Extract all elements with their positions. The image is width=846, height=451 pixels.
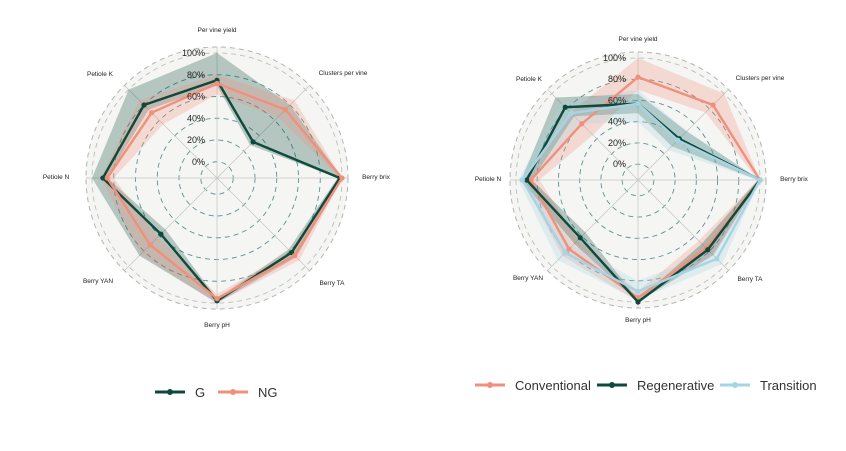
point-regenerative-berry-ta (705, 247, 711, 253)
radial-tick-100: 100% (603, 53, 626, 63)
legend-label-g: G (195, 385, 205, 400)
radial-tick-60: 60% (608, 95, 626, 105)
axis-label-petiole-k: Petiole K (516, 76, 543, 83)
band-conventional (522, 58, 760, 302)
radial-tick-80: 80% (187, 70, 205, 80)
point-ng-per-vine-yield (214, 80, 220, 87)
axis-label-berry-ph: Berry pH (204, 322, 230, 329)
point-conventional-clusters-per-vine (710, 102, 716, 108)
point-transition-per-vine-yield (635, 101, 641, 107)
axis-label-petiole-n: Petiole N (475, 176, 502, 183)
radial-tick-0: 0% (613, 159, 626, 169)
point-transition-clusters-per-vine (675, 137, 681, 143)
legend-label-conventional: Conventional (515, 378, 591, 393)
point-g-berry-yan (158, 231, 164, 237)
legend-1: G NG (155, 385, 278, 400)
legend-label-transition: Transition (760, 378, 817, 393)
point-ng-berry-ta (292, 253, 298, 259)
point-regenerative-berry-yan (577, 235, 583, 241)
axis-label-berry-yan: Berry YAN (513, 275, 543, 282)
legend-marker-g (167, 389, 173, 395)
axis-label-clusters-per-vine: Clusters per vine (736, 75, 785, 82)
band-ng (100, 74, 342, 303)
point-transition-petiole-k (568, 110, 574, 116)
point-conventional-per-vine-yield (635, 74, 641, 80)
spoke-berry-yan (547, 179, 639, 271)
radial-tick-80: 80% (608, 74, 626, 84)
axis-label-clusters-per-vine: Clusters per vine (319, 70, 368, 77)
axis-label-per-vine-yield: Per vine yield (197, 27, 236, 34)
point-transition-berry-yan (562, 250, 568, 256)
axis-label-berry-ta: Berry TA (737, 276, 763, 283)
radial-tick-100: 100% (182, 48, 205, 58)
spoke-clusters-per-vine (216, 85, 310, 179)
radial-tick-20: 20% (187, 135, 205, 145)
axis-label-berry-brix: Berry brix (780, 176, 809, 183)
axis-label-berry-brix: Berry brix (362, 174, 391, 181)
point-transition-berry-ph (635, 288, 641, 294)
radial-tick-20: 20% (608, 138, 626, 148)
point-ng-petiole-k (149, 110, 155, 116)
point-ng-clusters-per-vine (282, 107, 288, 113)
axis-label-berry-ph: Berry pH (625, 317, 651, 324)
spoke-petiole-k (124, 85, 218, 179)
legend-label-ng: NG (258, 385, 278, 400)
legend-2: Conventional Regenerative Transition (475, 378, 817, 393)
point-conventional-petiole-n (528, 177, 534, 183)
radar-chart-1: 0% 20% 40% 60% 80% 100% Per vine yield Clusters… (43, 27, 391, 400)
axis-label-berry-yan: Berry YAN (83, 278, 113, 285)
point-g-clusters-per-vine (250, 139, 256, 145)
radial-tick-0: 0% (192, 157, 205, 167)
radial-tick-40: 40% (608, 117, 626, 127)
spoke-berry-ta (637, 179, 729, 271)
legend-marker-transition (732, 382, 738, 388)
legend-marker-ng (230, 389, 236, 395)
legend-label-regenerative: Regenerative (637, 378, 714, 393)
point-g-petiole-n (100, 175, 106, 181)
legend-marker-conventional (487, 382, 493, 388)
legend-marker-regenerative (609, 382, 615, 388)
axis-label-berry-ta: Berry TA (319, 280, 345, 287)
point-regenerative-berry-ph (635, 299, 641, 305)
point-ng-berry-ph (214, 296, 220, 302)
radial-tick-40: 40% (187, 113, 205, 123)
point-regenerative-petiole-k (562, 104, 568, 110)
band-regenerative (521, 94, 760, 302)
axis-label-per-vine-yield: Per vine yield (618, 36, 657, 43)
axis-label-petiole-n: Petiole N (43, 174, 70, 181)
point-ng-berry-yan (147, 242, 153, 248)
point-conventional-berry-yan (566, 246, 572, 252)
point-transition-petiole-n (519, 177, 525, 183)
spoke-berry-yan (124, 177, 218, 271)
point-ng-petiole-n (104, 175, 110, 181)
point-g-petiole-k (141, 102, 147, 108)
spoke-petiole-k (547, 89, 639, 181)
point-conventional-petiole-k (579, 121, 585, 127)
point-ng-berry-brix (339, 175, 345, 181)
point-regenerative-petiole-n (524, 177, 530, 183)
axis-label-petiole-k: Petiole K (87, 71, 114, 78)
point-transition-berry-ta (714, 256, 720, 262)
radar-chart-2: 0% 20% 40% 60% 80% 100% Per vine yield Clusters… (475, 36, 817, 393)
band-transition (518, 89, 760, 300)
radial-tick-60: 60% (187, 92, 205, 102)
point-transition-berry-brix (757, 177, 763, 183)
band-g (92, 53, 342, 303)
